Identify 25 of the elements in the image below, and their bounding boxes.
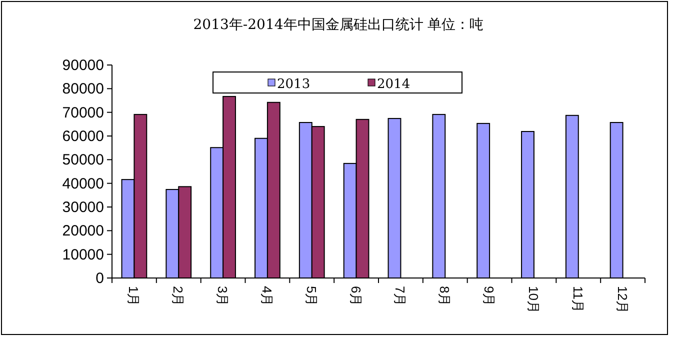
x-tick-label: 5月 — [304, 286, 319, 306]
x-tick-label: 6月 — [348, 286, 364, 306]
x-tick-label: 11月 — [570, 286, 586, 312]
x-tick-label: 8月 — [437, 286, 452, 306]
y-tick-label: 50000 — [62, 152, 104, 169]
y-tick-label: 30000 — [62, 199, 104, 216]
x-tick-label: 7月 — [392, 286, 408, 306]
y-tick-label: 60000 — [62, 128, 104, 145]
y-tick-label: 40000 — [62, 175, 104, 192]
x-tick-label: 4月 — [259, 286, 274, 306]
y-tick-label: 10000 — [62, 246, 104, 264]
x-tick-label: 2月 — [170, 286, 186, 306]
x-tick-label: 12月 — [614, 286, 630, 314]
x-tick-label: 3月 — [215, 286, 230, 306]
y-tick-label: 70000 — [62, 104, 104, 122]
legend-label: 2014 — [377, 77, 410, 92]
chart-title: 2013年-2014年中国金属硅出口统计 单位：吨 — [193, 17, 484, 33]
x-tick-label: 10月 — [526, 286, 541, 314]
legend-label: 2013 — [277, 77, 310, 92]
y-tick-label: 90000 — [62, 57, 104, 74]
x-tick-label: 9月 — [482, 286, 497, 306]
y-tick-label: 80000 — [62, 80, 104, 98]
y-tick-label: 0 — [96, 270, 104, 287]
y-tick-label: 20000 — [62, 222, 104, 240]
x-tick-label: 1月 — [126, 286, 142, 306]
